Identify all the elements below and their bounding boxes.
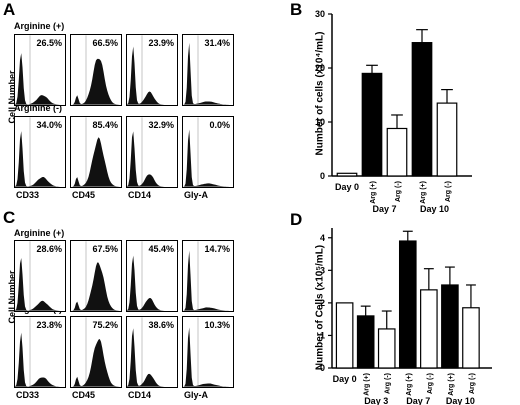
percentage-label: 23.8% — [36, 320, 62, 330]
percentage-label: 32.9% — [148, 120, 174, 130]
marker-label-cd14: CD14 — [128, 190, 152, 200]
histogram-a-r0-c0: 26.5% — [14, 34, 66, 106]
bar-sub-label: Arg (+) — [364, 373, 371, 396]
histogram-a-r0-c1: 66.5% — [70, 34, 122, 106]
bar — [420, 289, 438, 369]
bar-sub-label: Arg (+) — [406, 373, 413, 396]
percentage-label: 0.0% — [209, 120, 230, 130]
bar — [462, 307, 480, 369]
histogram-a-r1-c0: 34.0% — [14, 116, 66, 188]
group-label: Day 7 — [372, 204, 396, 214]
y-tick-label: 20 — [315, 63, 325, 73]
histogram-trace — [71, 137, 121, 187]
y-tick-label: 3 — [320, 265, 325, 275]
y-tick-label: 2 — [320, 298, 325, 308]
marker-label-gly-a: Gly-A — [184, 390, 209, 400]
histogram-c-r0-c2: 45.4% — [126, 240, 178, 312]
marker-label-cd33: CD33 — [16, 390, 40, 400]
percentage-label: 26.5% — [36, 38, 62, 48]
bar — [336, 172, 358, 177]
y-tick-label: 1 — [320, 330, 325, 340]
condition-label-a-plus: Arginine (+) — [14, 21, 65, 31]
histogram-trace — [127, 131, 177, 187]
histogram-a-r0-c2: 23.9% — [126, 34, 178, 106]
bar-sub-label: Arg (+) — [370, 181, 377, 204]
bar-sub-label: Arg (+) — [420, 181, 427, 204]
y-tick-label: 0 — [320, 363, 325, 373]
percentage-label: 66.5% — [92, 38, 118, 48]
bar-sub-label: Arg (-) — [395, 181, 402, 202]
panel-label-d: D — [290, 210, 303, 229]
condition-label-a-minus: Arginine (-) — [14, 103, 62, 113]
histogram-trace — [183, 129, 233, 187]
bar-sub-label: Arg (-) — [385, 373, 392, 394]
histogram-a-r1-c1: 85.4% — [70, 116, 122, 188]
histogram-c-r1-c3: 10.3% — [182, 316, 234, 388]
bar-sub-label: Arg (-) — [469, 373, 476, 394]
marker-label-cd33: CD33 — [16, 190, 40, 200]
condition-label-c-plus: Arginine (+) — [14, 228, 65, 238]
histogram-a-r1-c2: 32.9% — [126, 116, 178, 188]
marker-label-cd45: CD45 — [72, 190, 96, 200]
bar — [441, 284, 459, 369]
percentage-label: 85.4% — [92, 120, 118, 130]
histogram-trace — [183, 250, 233, 311]
percentage-label: 14.7% — [204, 244, 230, 254]
percentage-label: 45.4% — [148, 244, 174, 254]
histogram-c-r0-c0: 28.6% — [14, 240, 66, 312]
histogram-trace — [71, 339, 121, 387]
bar-sub-label: Arg (-) — [445, 181, 452, 202]
bar — [398, 240, 417, 369]
group-label: Day 10 — [446, 396, 475, 405]
group-label: Day 0 — [335, 182, 359, 192]
histogram-trace — [15, 53, 65, 105]
group-label: Day 7 — [406, 396, 430, 405]
panel-label-a: A — [3, 0, 16, 19]
percentage-label: 23.9% — [148, 38, 174, 48]
percentage-label: 10.3% — [204, 320, 230, 330]
marker-label-cd45: CD45 — [72, 390, 96, 400]
marker-label-cd14: CD14 — [128, 390, 152, 400]
histogram-trace — [15, 258, 65, 311]
y-tick-label: 4 — [320, 233, 325, 243]
bar-sub-label: Arg (-) — [427, 373, 434, 394]
group-label: Day 3 — [364, 396, 388, 405]
marker-label-gly-a: Gly-A — [184, 190, 209, 200]
histogram-trace — [15, 332, 65, 387]
histogram-a-r1-c3: 0.0% — [182, 116, 234, 188]
percentage-label: 38.6% — [148, 320, 174, 330]
histogram-a-r0-c3: 31.4% — [182, 34, 234, 106]
histogram-c-r1-c0: 23.8% — [14, 316, 66, 388]
histogram-trace — [183, 42, 233, 105]
panel-label-b: B — [290, 0, 303, 19]
percentage-label: 75.2% — [92, 320, 118, 330]
histogram-c-r0-c3: 14.7% — [182, 240, 234, 312]
percentage-label: 31.4% — [204, 38, 230, 48]
percentage-label: 67.5% — [92, 244, 118, 254]
bar — [335, 302, 354, 369]
histogram-c-r0-c1: 67.5% — [70, 240, 122, 312]
histogram-trace — [15, 131, 65, 187]
bar — [377, 328, 396, 369]
y-tick-label: 30 — [315, 9, 325, 19]
histogram-c-r1-c1: 75.2% — [70, 316, 122, 388]
group-label: Day 10 — [420, 204, 449, 214]
percentage-label: 34.0% — [36, 120, 62, 130]
histogram-c-r1-c2: 38.6% — [126, 316, 178, 388]
percentage-label: 28.6% — [36, 244, 62, 254]
histogram-trace — [71, 58, 121, 105]
histogram-trace — [183, 327, 233, 387]
y-tick-label: 10 — [315, 117, 325, 127]
histogram-trace — [127, 255, 177, 311]
group-label: Day 0 — [333, 374, 357, 384]
bar — [356, 315, 375, 369]
histogram-trace — [127, 328, 177, 387]
panel-label-c: C — [3, 208, 16, 227]
histogram-trace — [71, 262, 121, 311]
histogram-trace — [127, 46, 177, 105]
bar-sub-label: Arg (+) — [448, 373, 455, 396]
y-tick-label: 0 — [320, 171, 325, 181]
